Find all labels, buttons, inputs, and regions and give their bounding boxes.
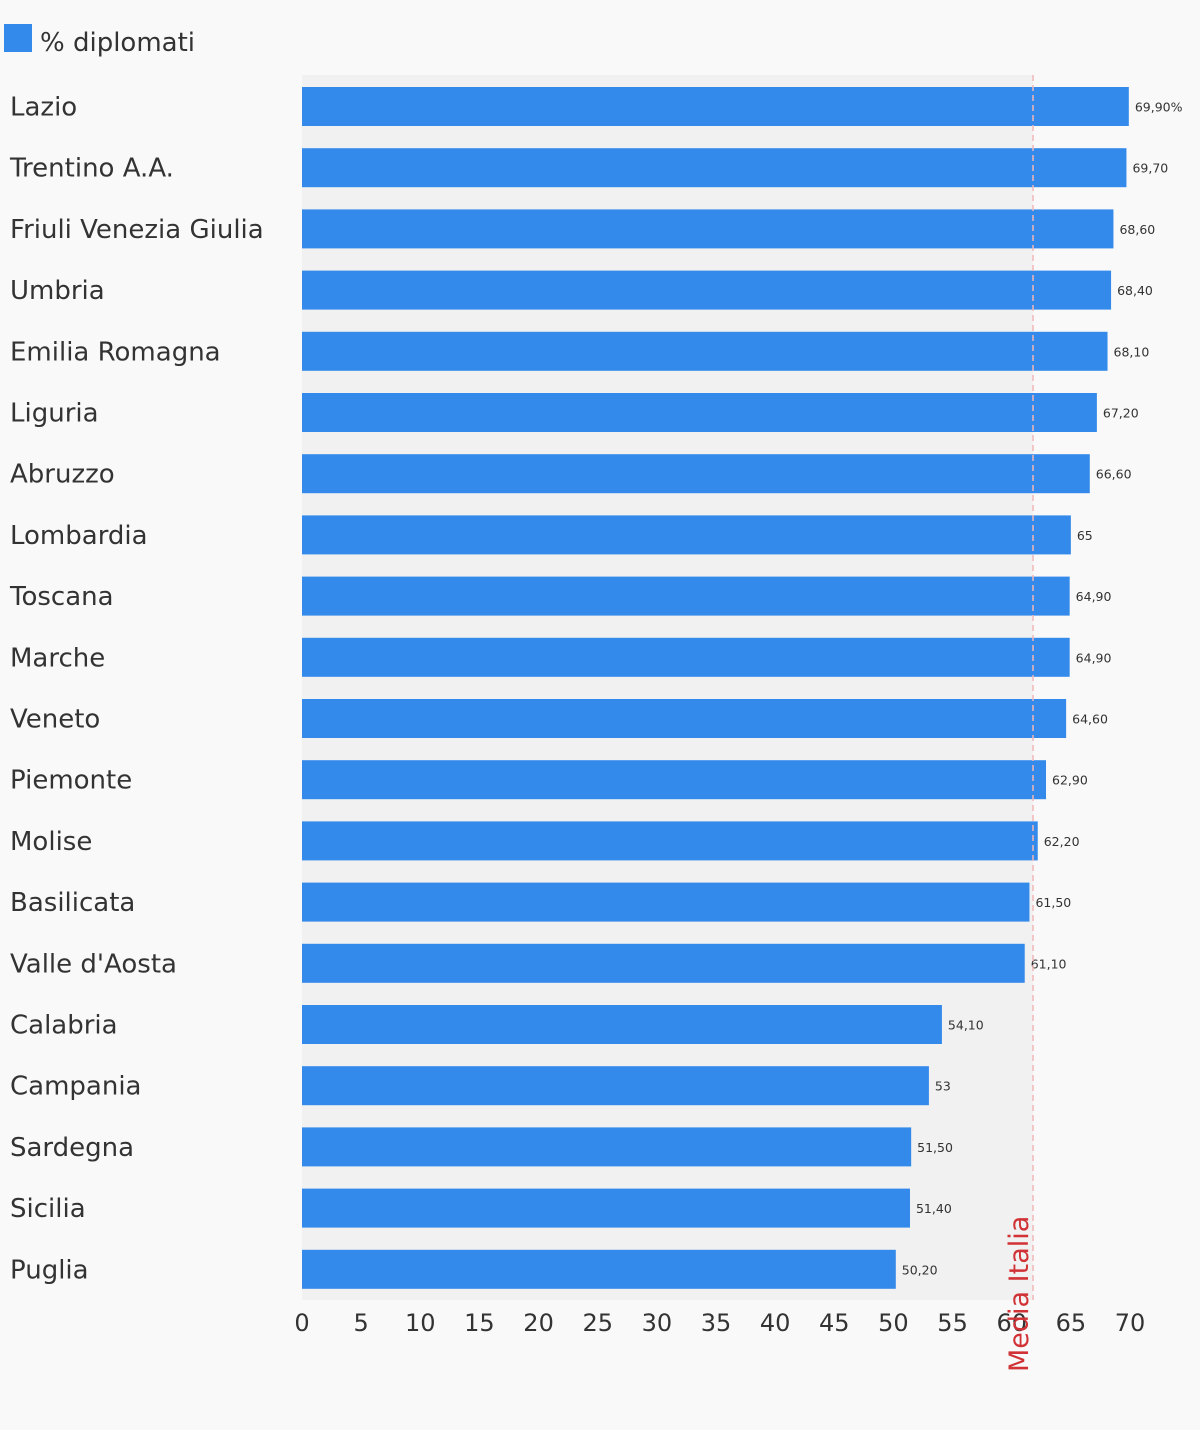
bar [302, 1249, 896, 1289]
x-tick-label: 30 [642, 1309, 673, 1337]
bar [302, 454, 1090, 494]
x-tick-label: 60 [996, 1309, 1027, 1337]
bars [302, 87, 1129, 1289]
value-label: 68,40 [1117, 283, 1153, 298]
bar [302, 515, 1071, 555]
category-label: Sicilia [10, 1194, 86, 1224]
value-label: 53 [935, 1079, 951, 1094]
bar [302, 699, 1067, 738]
x-tick-label: 20 [523, 1309, 554, 1337]
x-axis-ticks: 0 5 10 15 20 25 30 35 40 45 50 55 60 65 70 [294, 1309, 1145, 1337]
reference-line-group: Media Italia [1004, 75, 1035, 1372]
bar [302, 1066, 929, 1106]
category-label: Veneto [10, 705, 100, 735]
value-label: 67,20 [1103, 406, 1139, 421]
value-label: 51,40 [916, 1201, 952, 1216]
value-label: 64,90 [1076, 650, 1112, 665]
plot-area [302, 75, 1034, 1300]
value-label: 69,70 [1132, 161, 1168, 176]
bar [302, 637, 1070, 677]
bar [302, 882, 1030, 922]
bar [302, 576, 1070, 616]
bar [302, 331, 1108, 371]
x-tick-label: 45 [819, 1309, 850, 1337]
x-tick-label: 15 [464, 1309, 495, 1337]
category-label: Toscana [9, 582, 114, 612]
bar [302, 209, 1114, 249]
x-tick-label: 50 [878, 1309, 909, 1337]
category-label: Friuli Venezia Giulia [10, 215, 264, 245]
bar [302, 1188, 910, 1228]
bar [302, 393, 1097, 432]
bar [302, 148, 1127, 188]
x-tick-label: 55 [937, 1309, 968, 1337]
value-label: 68,10 [1114, 344, 1150, 359]
bar [302, 943, 1025, 983]
value-label: 61,50 [1035, 895, 1071, 910]
category-label: Molise [10, 827, 92, 857]
bar [302, 87, 1129, 126]
bar [302, 1127, 912, 1167]
category-label: Valle d'Aosta [10, 949, 177, 979]
x-tick-label: 0 [294, 1309, 309, 1337]
legend-swatch [4, 24, 32, 52]
legend-label: % diplomati [40, 28, 195, 58]
x-tick-label: 40 [760, 1309, 791, 1337]
category-label: Lombardia [10, 521, 148, 551]
value-label: 62,20 [1044, 834, 1080, 849]
category-label: Basilicata [10, 888, 135, 918]
category-labels: Lazio Trentino A.A. Friuli Venezia Giulia U… [9, 93, 264, 1286]
x-tick-label: 70 [1115, 1309, 1146, 1337]
bar [302, 821, 1038, 861]
category-label: Umbria [10, 276, 105, 306]
bar [302, 270, 1112, 310]
category-label: Campania [10, 1072, 142, 1102]
category-label: Calabria [10, 1011, 118, 1041]
value-label: 65 [1077, 528, 1093, 543]
value-label: 51,50 [917, 1140, 953, 1155]
value-label: 69,90% [1135, 100, 1183, 115]
value-label: 50,20 [902, 1262, 938, 1277]
reference-line-label: Media Italia [1004, 1216, 1035, 1372]
category-label: Abruzzo [10, 460, 115, 490]
category-label: Piemonte [10, 766, 132, 796]
value-label: 62,90 [1052, 773, 1088, 788]
value-label: 66,60 [1096, 467, 1132, 482]
x-tick-label: 10 [405, 1309, 436, 1337]
bar [302, 760, 1047, 800]
value-label: 64,90 [1076, 589, 1112, 604]
category-label: Liguria [10, 399, 99, 429]
x-tick-label: 5 [354, 1309, 369, 1337]
category-label: Marche [10, 643, 105, 673]
category-label: Trentino A.A. [9, 154, 174, 184]
category-label: Sardegna [10, 1133, 134, 1163]
x-tick-label: 25 [582, 1309, 613, 1337]
value-label: 54,10 [948, 1018, 984, 1033]
value-label: 64,60 [1072, 712, 1108, 727]
value-labels: 69,90% 69,70 68,60 68,40 68,10 67,20 66,60 65 64… [902, 100, 1183, 1278]
value-label: 61,10 [1031, 956, 1067, 971]
value-label: 68,60 [1119, 222, 1155, 237]
x-tick-label: 65 [1056, 1309, 1087, 1337]
x-tick-label: 35 [701, 1309, 732, 1337]
category-label: Lazio [10, 93, 77, 123]
legend[interactable]: % diplomati [4, 24, 195, 58]
bar [302, 1005, 942, 1044]
category-label: Emilia Romagna [10, 337, 221, 367]
category-label: Puglia [10, 1255, 89, 1285]
